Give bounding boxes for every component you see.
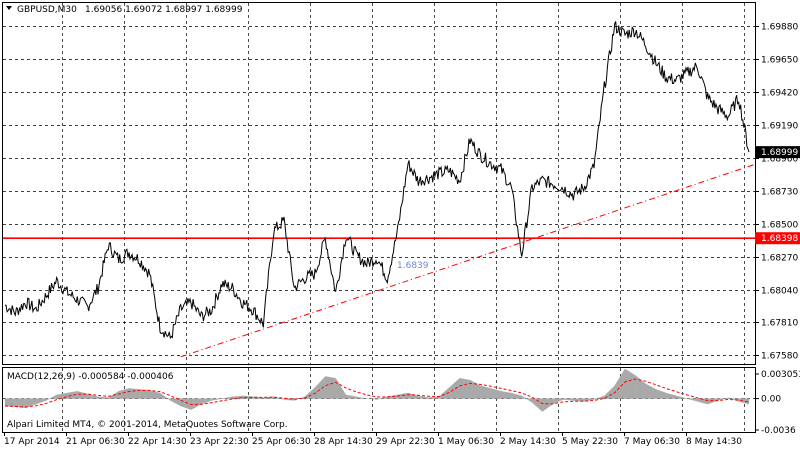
macd-histogram-bar — [459, 378, 471, 399]
macd-tick-label: 0.00 — [761, 395, 781, 405]
macd-histogram-bar — [128, 388, 140, 399]
price-tick-label: 1.68730 — [761, 188, 798, 198]
macd-tick-label: 0.003053 — [761, 370, 800, 380]
macd-label: MACD(12,26,9) -0.000584 -0.000406 — [7, 372, 174, 382]
time-tick-label: 8 May 14:30 — [686, 437, 742, 447]
ohlc-quote: 1.69056 1.69072 1.68997 1.68999 — [85, 5, 243, 15]
time-tick-label: 28 Apr 14:30 — [314, 437, 373, 447]
object-label: 1.6839 — [397, 261, 429, 271]
time-tick-label: 29 Apr 22:30 — [376, 437, 435, 447]
macd-histogram-bar — [676, 395, 688, 399]
hline-price-tag — [755, 232, 800, 245]
price-tick-label: 1.67810 — [761, 319, 798, 329]
macd-histogram-bar — [356, 396, 367, 399]
macd-tick-label: -0.0036 — [761, 426, 796, 436]
hline-price-tag-text: 1.68398 — [761, 234, 798, 244]
macd-histogram-bar — [738, 398, 750, 405]
macd-panel-frame — [2, 367, 756, 433]
time-tick-label: 23 Apr 22:30 — [190, 437, 249, 447]
price-panel-frame — [2, 2, 756, 365]
price-tick-label: 1.69880 — [761, 23, 798, 33]
price-axis: 1.69880 1.69650 1.69420 1.69190 1.68960 1.687… — [755, 23, 798, 362]
macd-signal-line — [4, 378, 750, 408]
current-price-tag — [755, 146, 800, 159]
macd-histogram-bar — [211, 398, 223, 401]
time-tick-label: 22 Apr 14:30 — [128, 437, 187, 447]
time-tick-label: 25 Apr 06:30 — [252, 437, 311, 447]
price-tick-label: 1.68500 — [761, 221, 798, 231]
price-tick-label: 1.69190 — [761, 122, 798, 132]
macd-histogram-bar — [325, 376, 336, 399]
macd-axis: 0.003053 0.00 -0.0036 — [755, 370, 800, 436]
time-axis: 17 Apr 2014 21 Apr 06:30 22 Apr 14:30 23 Ap… — [4, 432, 742, 447]
price-series — [4, 21, 750, 340]
price-tick-label: 1.69650 — [761, 56, 798, 66]
time-tick-label: 17 Apr 2014 — [4, 437, 60, 447]
trendline[interactable] — [180, 163, 756, 358]
price-grid — [3, 3, 755, 364]
price-tick-label: 1.69420 — [761, 89, 798, 99]
chart-menu-triangle-icon[interactable] — [6, 6, 12, 10]
copyright-text: Alpari Limited MT4, © 2001-2014, MetaQuo… — [7, 420, 288, 430]
price-tick-label: 1.68040 — [761, 287, 798, 297]
time-tick-label: 1 May 06:30 — [438, 437, 494, 447]
time-tick-label: 5 May 22:30 — [562, 437, 618, 447]
price-line — [4, 21, 750, 340]
time-tick-label: 7 May 06:30 — [624, 437, 680, 447]
price-tick-label: 1.68960 — [761, 155, 798, 165]
price-tick-label: 1.67580 — [761, 352, 798, 362]
symbol-timeframe: GBPUSD,M30 — [17, 5, 77, 15]
price-tick-label: 1.68270 — [761, 254, 798, 264]
price-tags: 1.68999 1.68398 — [755, 146, 800, 245]
macd-series — [4, 368, 750, 412]
trendline-segment[interactable] — [180, 163, 756, 358]
current-price-tag-text: 1.68999 — [761, 148, 798, 158]
time-tick-label: 21 Apr 06:30 — [66, 437, 125, 447]
time-tick-label: 2 May 14:30 — [500, 437, 556, 447]
